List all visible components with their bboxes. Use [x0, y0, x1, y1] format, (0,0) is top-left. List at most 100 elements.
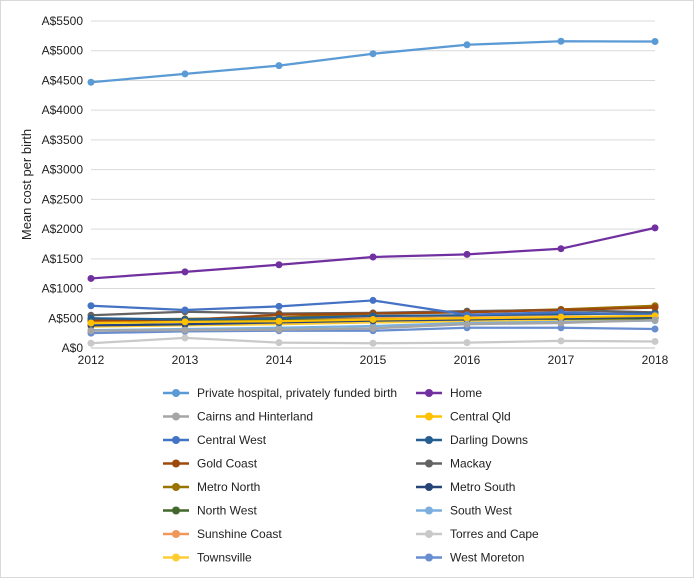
x-tick-label: 2012 — [78, 353, 105, 367]
data-point — [463, 250, 471, 258]
legend-marker — [425, 530, 433, 538]
legend-label: Metro South — [450, 480, 515, 494]
data-point — [557, 37, 565, 45]
data-point — [181, 268, 189, 276]
legend-marker — [425, 483, 433, 491]
data-point — [651, 325, 659, 333]
data-point — [651, 304, 659, 312]
series-line — [90, 40, 656, 84]
data-point — [463, 41, 471, 49]
legend-marker — [425, 412, 433, 421]
y-tick-label: A$1000 — [42, 282, 84, 296]
legend-marker — [172, 530, 180, 538]
y-tick-labels: A$0 A$500 A$1000 A$1500 A$2000 A$2500 A$3000 A$… — [42, 14, 84, 355]
x-tick-labels: 2012 2013 2014 2015 2016 2017 2018 — [78, 353, 669, 367]
series-line — [90, 226, 656, 280]
x-tick-label: 2013 — [172, 353, 199, 367]
data-point — [181, 334, 189, 342]
legend-marker — [172, 412, 180, 421]
y-tick-label: A$4500 — [42, 73, 84, 87]
data-point — [87, 319, 95, 327]
legend-marker — [425, 436, 433, 444]
data-point — [557, 245, 565, 253]
legend-label: Cairns and Hinterland — [197, 410, 313, 424]
x-tick-label: 2017 — [548, 353, 575, 367]
legend-label: Darling Downs — [450, 433, 528, 447]
data-point — [369, 253, 377, 261]
data-point — [557, 319, 565, 327]
legend-label: Home — [450, 386, 482, 400]
legend-label: Private hospital, privately funded birth — [197, 386, 397, 400]
data-point — [557, 313, 565, 321]
data-point — [181, 318, 189, 326]
legend-marker — [172, 436, 180, 444]
y-axis-title: Mean cost per birth — [19, 129, 34, 240]
legend-label: Metro North — [197, 480, 260, 494]
data-point — [275, 317, 283, 325]
data-point — [369, 50, 377, 58]
data-point — [275, 302, 283, 310]
legend-label: Torres and Cape — [450, 527, 539, 541]
data-point — [651, 38, 659, 46]
data-point — [651, 316, 659, 324]
data-point — [651, 224, 659, 232]
data-point — [557, 337, 565, 345]
y-tick-label: A$2500 — [42, 192, 84, 206]
legend-label: North West — [197, 504, 257, 518]
legend-label: West Moreton — [450, 551, 524, 565]
data-point — [463, 320, 471, 328]
legend-marker — [172, 483, 180, 491]
legend-label: Townsville — [197, 551, 252, 565]
y-tick-label: A$5000 — [42, 44, 84, 58]
legend-label: Gold Coast — [197, 457, 258, 471]
legend-marker — [172, 506, 180, 515]
legend-marker — [425, 459, 433, 468]
legend-marker — [425, 553, 433, 562]
data-point — [87, 302, 95, 310]
y-tick-label: A$500 — [48, 311, 83, 325]
data-point — [275, 62, 283, 70]
y-tick-label: A$5500 — [42, 14, 84, 28]
y-tick-label: A$0 — [62, 341, 84, 355]
legend-marker — [172, 459, 180, 468]
legend: Private hospital, privately funded birth… — [163, 386, 539, 565]
data-point — [463, 314, 471, 322]
data-point — [275, 339, 283, 347]
series-lines — [87, 37, 659, 347]
x-tick-label: 2018 — [642, 353, 669, 367]
legend-label: Central West — [197, 433, 267, 447]
y-tick-label: A$2000 — [42, 222, 84, 236]
data-point — [87, 78, 95, 86]
data-point — [369, 315, 377, 323]
y-tick-label: A$3000 — [42, 163, 84, 177]
legend-marker — [172, 553, 180, 562]
legend-marker — [425, 506, 433, 515]
x-tick-label: 2014 — [266, 353, 293, 367]
y-tick-label: A$4000 — [42, 103, 84, 117]
data-point — [181, 70, 189, 78]
data-point — [275, 261, 283, 269]
x-tick-label: 2015 — [360, 353, 387, 367]
data-point — [181, 326, 189, 334]
data-point — [181, 306, 189, 314]
legend-marker — [172, 389, 180, 397]
data-point — [463, 339, 471, 347]
legend-label: Sunshine Coast — [197, 527, 282, 541]
data-point — [369, 296, 377, 304]
legend-marker — [425, 389, 433, 397]
data-point — [369, 324, 377, 332]
y-tick-label: A$3500 — [42, 133, 84, 147]
legend-label: Central Qld — [450, 410, 511, 424]
data-point — [87, 327, 95, 335]
data-point — [87, 274, 95, 282]
data-point — [651, 337, 659, 345]
x-tick-label: 2016 — [454, 353, 481, 367]
legend-label: South West — [450, 504, 512, 518]
data-point — [369, 339, 377, 347]
data-point — [87, 339, 95, 347]
y-tick-label: A$1500 — [42, 252, 84, 266]
legend-label: Mackay — [450, 457, 491, 471]
data-point — [275, 326, 283, 334]
